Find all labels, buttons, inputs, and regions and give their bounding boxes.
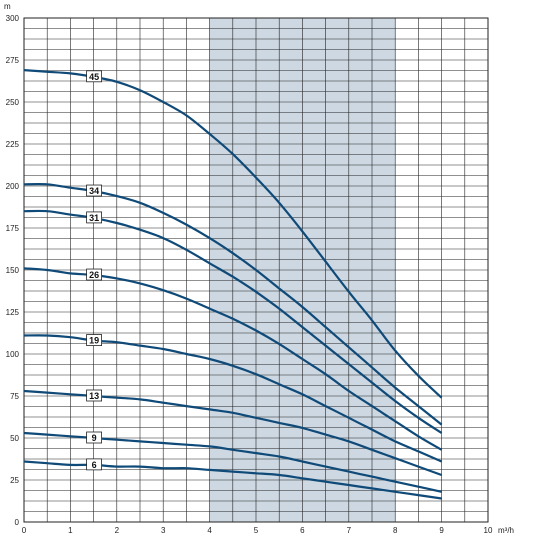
series-label-box [86,268,102,281]
y-tick-label: 25 [10,476,19,485]
series-label-box [86,431,102,444]
y-tick-label: 300 [6,14,20,23]
series-label-box [86,70,102,83]
series-label-13: 13 [86,389,102,402]
x-tick-label: 4 [207,526,212,535]
y-tick-label: 200 [6,182,20,191]
series-label-box [86,211,102,224]
series-label-text: 9 [92,433,97,443]
series-label-box [86,389,102,402]
series-label-text: 45 [89,72,99,82]
y-tick-label: 0 [15,518,20,527]
plot-border [23,17,489,523]
y-tick-label: 100 [6,350,20,359]
series-label-box [86,184,102,197]
series-label-box [86,334,102,346]
x-tick-label: 7 [347,526,352,535]
y-tick-label: 275 [6,56,20,65]
x-tick-label: 1 [68,526,73,535]
x-tick-label: 3 [161,526,166,535]
series-label-text: 19 [89,336,99,346]
series-label-text: 26 [89,270,99,280]
series-label-text: 31 [89,213,99,223]
series-label-text: 34 [89,186,99,196]
x-tick-label: 6 [300,526,305,535]
y-tick-label: 225 [6,140,20,149]
series-label-45: 45 [86,70,102,83]
y-tick-label: 125 [6,308,20,317]
x-tick-label: 2 [115,526,120,535]
y-unit-label: m [4,2,11,11]
series-label-box [86,458,102,471]
x-unit-label: m³/h [498,526,514,535]
x-tick-label: 5 [254,526,259,535]
series-label-6: 6 [86,458,102,471]
series-label-text: 6 [92,460,97,470]
y-tick-label: 75 [10,392,19,401]
y-tick-label: 175 [6,224,20,233]
x-axis-ticks: 0 1 2 3 4 5 6 7 8 9 10 [22,526,493,535]
series-label-26: 26 [86,268,102,281]
y-tick-label: 250 [6,98,20,107]
series-labels: 45 34 31 26 19 13 9 6 [86,70,102,471]
x-tick-label: 0 [22,526,27,535]
x-tick-label: 9 [439,526,444,535]
series-label-text: 13 [89,391,99,401]
series-label-19: 19 [86,334,102,346]
series-label-9: 9 [86,431,102,444]
x-tick-label: 8 [393,526,398,535]
y-tick-label: 50 [10,434,19,443]
y-tick-label: 150 [6,266,20,275]
series-label-34: 34 [86,184,102,197]
x-tick-label: 10 [484,526,493,535]
series-label-31: 31 [86,211,102,224]
y-axis-ticks: 0 25 50 75 100 125 150 175 200 225 250 275 300 [6,14,20,527]
grid [23,17,489,523]
